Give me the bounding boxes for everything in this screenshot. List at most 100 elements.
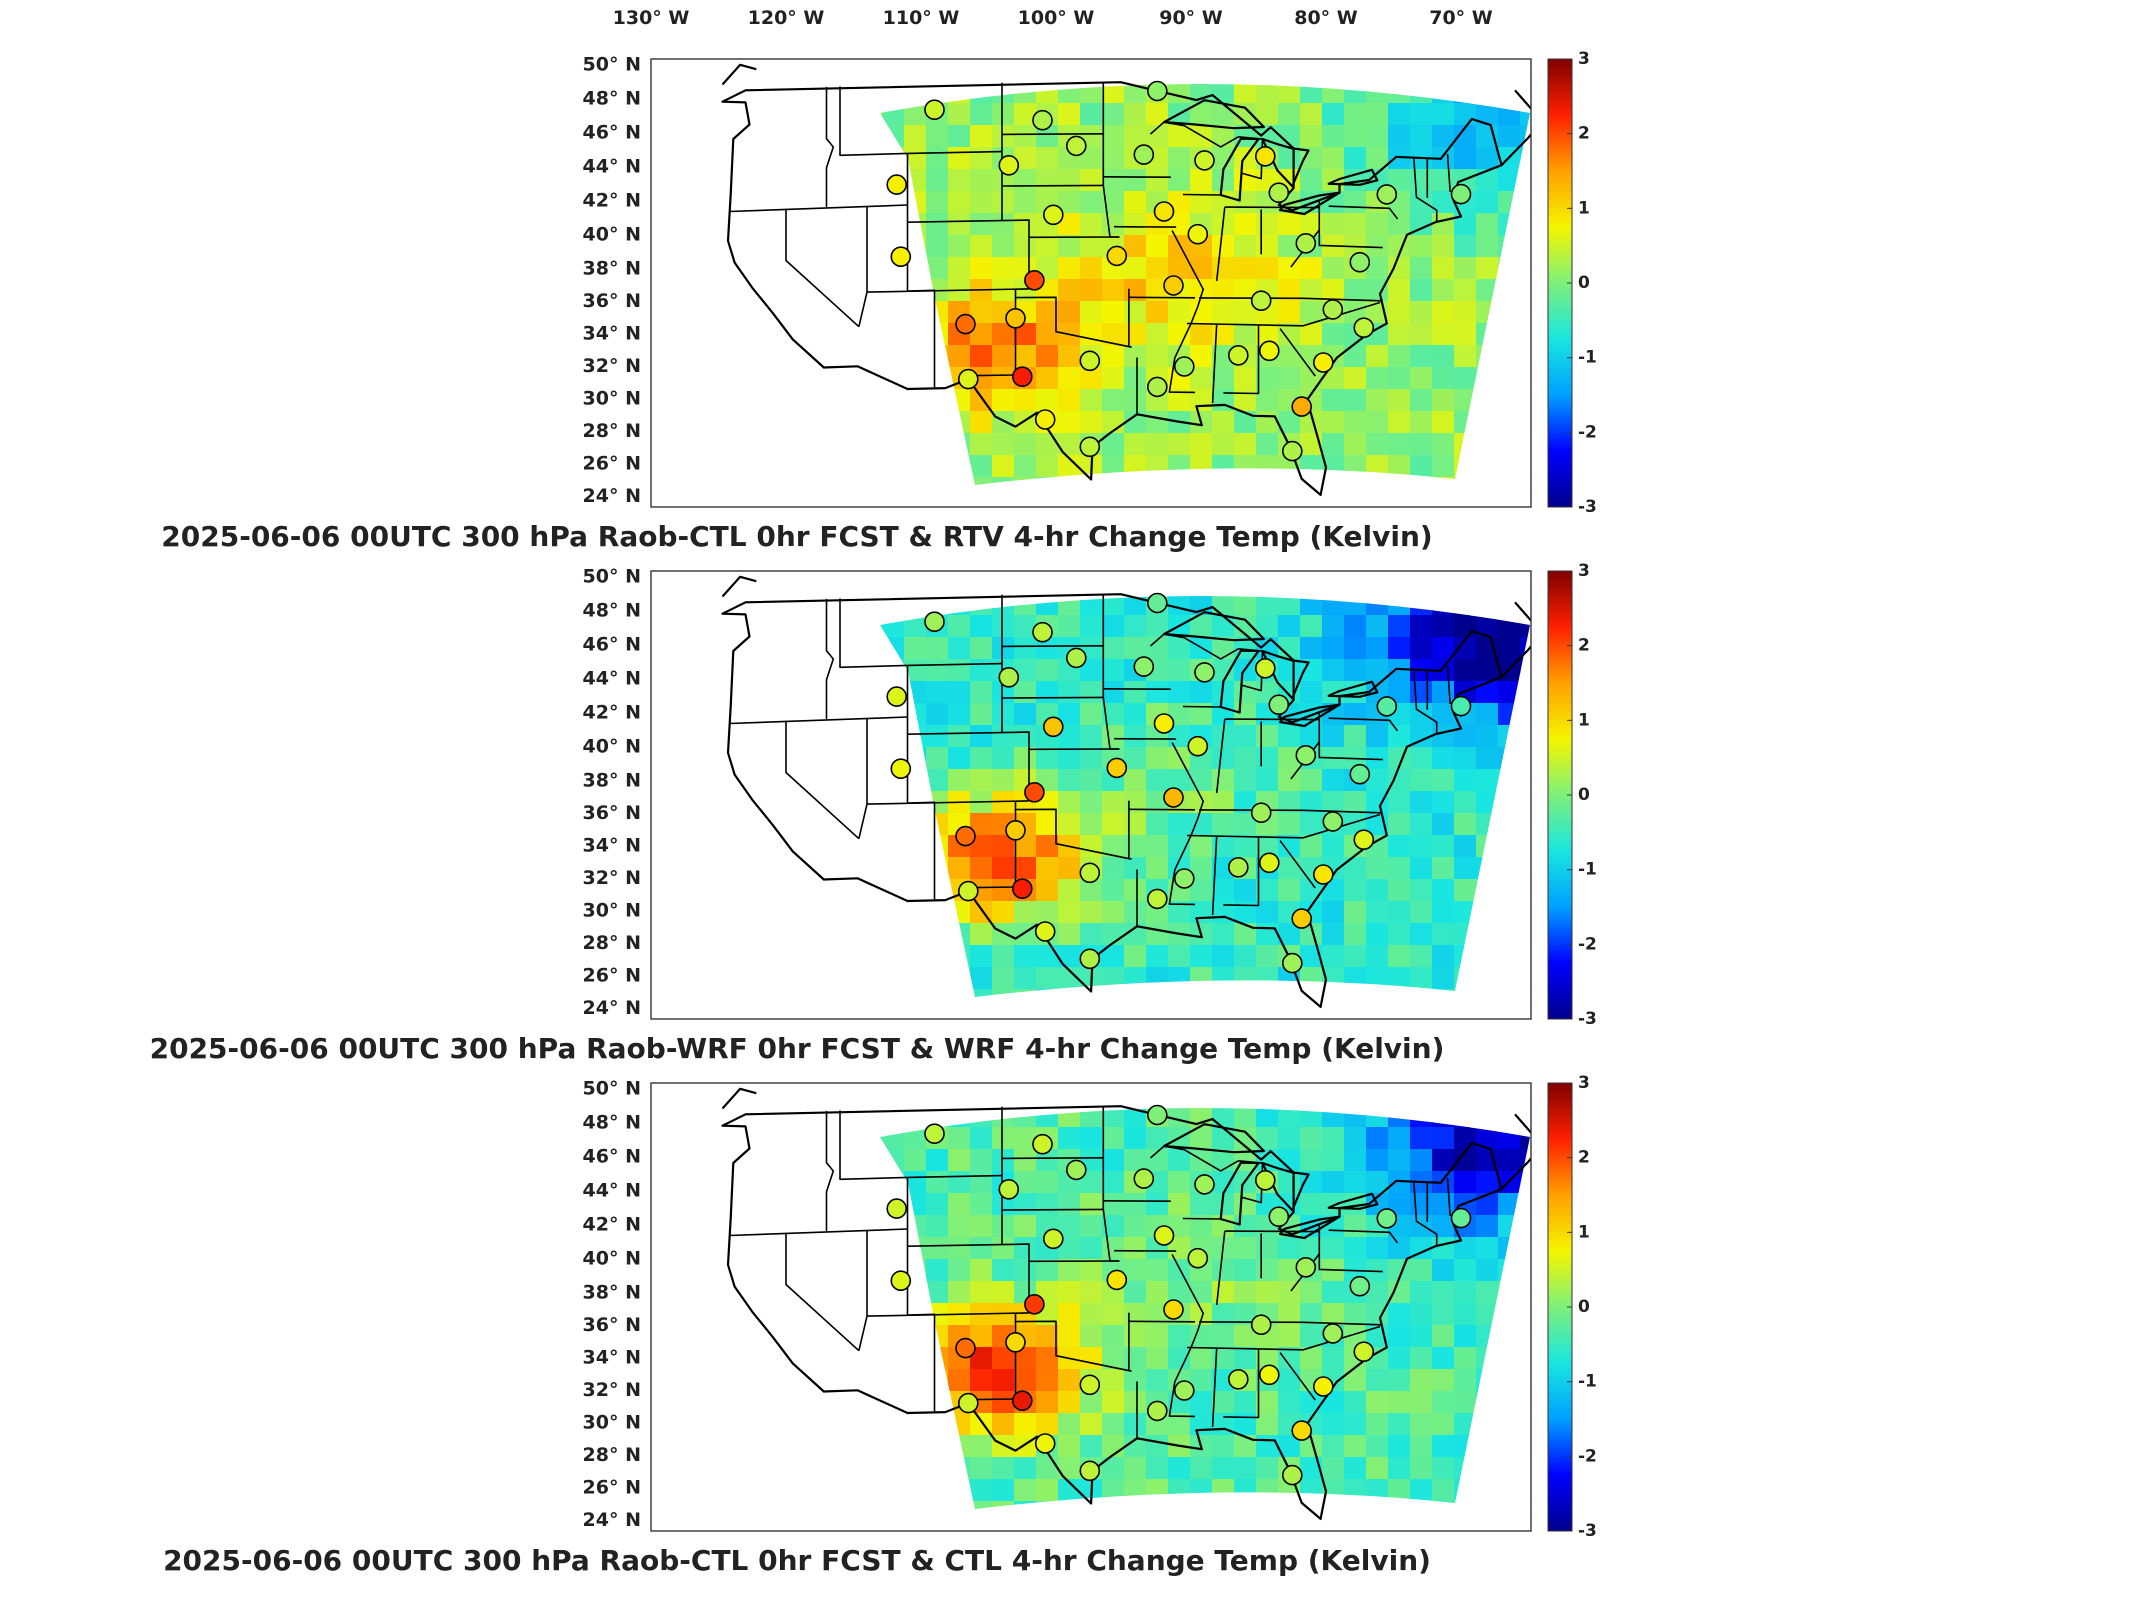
station-marker	[1043, 716, 1064, 738]
state-border	[785, 208, 860, 328]
lat-label: 30° N	[583, 900, 641, 922]
station-marker	[886, 686, 908, 707]
station-marker	[1174, 868, 1195, 889]
lat-label: 46° N	[583, 122, 641, 144]
latitude-labels: 50° N 48° N 46° N 44° N 42° N 40° N 38° N 36° N…	[583, 1078, 641, 1532]
station-marker	[1011, 878, 1033, 900]
state-border	[785, 720, 860, 840]
state-border	[1223, 1348, 1260, 1419]
lat-label: 44° N	[583, 1180, 641, 1202]
colorbar-tick-label: -1	[1578, 348, 1597, 368]
latitude-labels: 50° N 48° N 46° N 44° N 42° N 40° N 38° N 36° N…	[583, 566, 641, 1020]
station-marker	[955, 313, 976, 335]
state-border	[1128, 808, 1196, 811]
map-panel-ctl: 50° N 48° N 46° N 44° N 42° N 40° N 38° N 36° N…	[163, 1073, 1597, 1577]
great-lake	[1261, 650, 1310, 700]
station-marker	[1174, 1380, 1195, 1401]
station-marker	[1255, 657, 1276, 679]
station-marker	[1194, 662, 1215, 683]
state-border	[1413, 157, 1438, 223]
state-border	[729, 1228, 908, 1237]
lon-label: 90° W	[1159, 7, 1223, 29]
great-lake	[1279, 1215, 1341, 1240]
station-marker	[924, 99, 945, 120]
station-marker	[1011, 1390, 1033, 1411]
station-marker	[1106, 1269, 1128, 1291]
raob-stations	[886, 80, 1472, 462]
panel-title: 2025-06-06 00UTC 300 hPa Raob-CTL 0hr FC…	[163, 1544, 1431, 1577]
station-marker	[1295, 1257, 1317, 1278]
station-marker	[1066, 135, 1087, 157]
lat-label: 42° N	[583, 1214, 641, 1236]
lat-label: 34° N	[583, 1347, 641, 1369]
state-border	[825, 1111, 835, 1232]
station-marker	[1079, 1460, 1101, 1482]
station-marker	[1353, 1341, 1375, 1362]
station-marker	[1032, 1133, 1053, 1155]
lat-label: 40° N	[583, 224, 641, 246]
station-marker	[1147, 592, 1168, 614]
lat-label: 50° N	[583, 566, 641, 588]
station-marker	[1450, 695, 1472, 717]
station-marker	[1291, 1420, 1312, 1441]
map-frame	[650, 58, 1532, 508]
lat-label: 36° N	[583, 1314, 641, 1336]
lat-label: 26° N	[583, 965, 641, 987]
great-lake	[1279, 703, 1341, 728]
country-outline	[721, 1105, 1503, 1520]
station-marker	[957, 368, 979, 390]
great-lake	[1162, 611, 1265, 642]
station-marker	[1153, 201, 1175, 222]
state-border	[1001, 696, 1104, 699]
state-border	[1223, 324, 1260, 395]
lat-label: 36° N	[583, 802, 641, 824]
station-marker	[1295, 744, 1317, 766]
station-marker	[1106, 245, 1128, 267]
great-lake	[1219, 1161, 1260, 1226]
state-border	[1186, 301, 1381, 327]
lat-label: 24° N	[583, 1509, 641, 1531]
station-marker	[1079, 948, 1101, 970]
state-border	[1215, 1231, 1226, 1306]
station-marker	[1349, 251, 1371, 273]
state-border	[1413, 669, 1438, 735]
state-border	[1182, 1217, 1221, 1220]
station-marker	[1147, 376, 1168, 398]
station-marker	[1376, 696, 1398, 717]
lon-label: 100° W	[1018, 7, 1095, 29]
colorbar-tick-label: 0	[1578, 273, 1590, 293]
lon-label: 130° W	[613, 7, 690, 29]
state-border	[785, 1232, 860, 1352]
great-lake	[1162, 1123, 1265, 1154]
state-border	[839, 86, 1003, 157]
lat-label: 34° N	[583, 323, 641, 345]
state-border	[1224, 206, 1320, 209]
station-marker	[1322, 1323, 1344, 1344]
lat-label: 30° N	[583, 1412, 641, 1434]
maritime-coast	[1500, 89, 1531, 166]
station-marker	[1250, 290, 1272, 312]
state-border	[825, 599, 835, 720]
latitude-labels: 50° N 48° N 46° N 44° N 42° N 40° N 38° N 36° N…	[583, 54, 641, 508]
station-marker	[1322, 811, 1344, 832]
station-marker	[1349, 1275, 1371, 1297]
station-marker	[1153, 713, 1175, 734]
station-marker	[924, 611, 945, 633]
state-border	[1328, 717, 1399, 732]
station-marker	[1228, 856, 1249, 878]
station-marker	[1194, 150, 1215, 171]
colorbar-tick-label: 0	[1578, 1297, 1590, 1317]
station-marker	[1194, 1174, 1215, 1195]
state-border	[907, 219, 1030, 289]
station-marker	[1034, 409, 1056, 430]
colorbar-tick-label: 2	[1578, 636, 1590, 656]
raob-stations	[886, 592, 1472, 974]
station-marker	[1313, 352, 1334, 373]
station-marker	[957, 880, 979, 902]
lat-label: 26° N	[583, 1477, 641, 1499]
great-lake	[1219, 649, 1260, 714]
station-marker	[1313, 864, 1334, 885]
state-border	[1211, 1347, 1218, 1428]
raob-stations	[886, 1104, 1472, 1486]
colorbar-tick-label: -3	[1578, 1521, 1597, 1541]
